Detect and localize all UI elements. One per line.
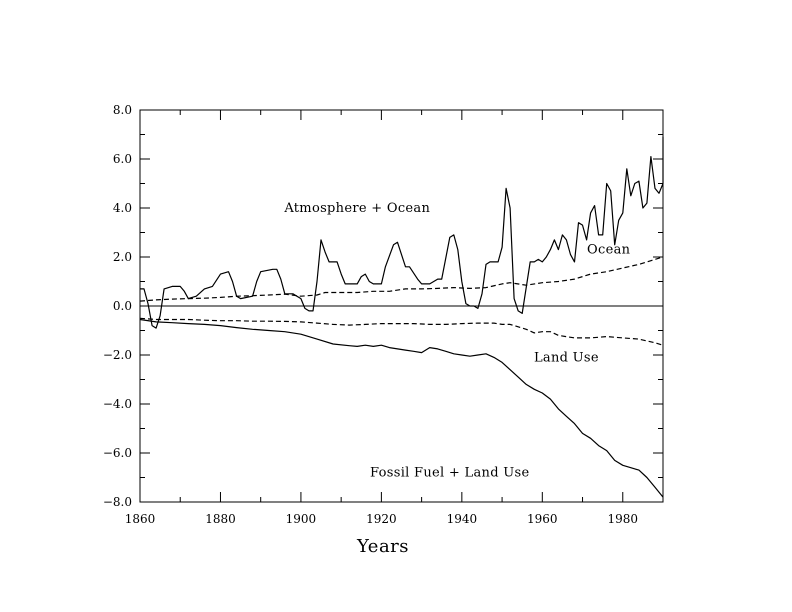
land-use-line [139, 317, 664, 346]
annotation-1: Ocean [587, 243, 631, 258]
y-tick-label: 4.0 [113, 201, 132, 215]
x-tick-label: 1920 [366, 512, 397, 526]
fossil-fuel-land-use-line [139, 318, 664, 498]
y-tick-label: −4.0 [103, 397, 132, 411]
annotation-3: Fossil Fuel + Land Use [370, 466, 529, 481]
y-tick-label: −6.0 [103, 446, 132, 460]
axes: 1860 1880 1900 1920 1940 1960 1980 −8.0 −6.0 −4.0… [103, 103, 664, 526]
y-tick-label: 2.0 [113, 250, 132, 264]
y-tick-label: −2.0 [103, 348, 132, 362]
x-tick-label: 1980 [607, 512, 638, 526]
x-tick-label: 1960 [527, 512, 558, 526]
x-axis-label: Years [356, 536, 409, 557]
plot-marks [139, 136, 664, 498]
y-tick-label: −8.0 [103, 495, 132, 509]
y-tick-label: 8.0 [113, 103, 132, 117]
annotation-0: Atmosphere + Ocean [283, 201, 430, 216]
x-tick-label: 1900 [286, 512, 317, 526]
chart-labels: Years [356, 536, 409, 557]
x-tick-label: 1860 [125, 512, 156, 526]
y-tick-label: 0.0 [113, 299, 132, 313]
ocean-line [139, 256, 664, 302]
x-tick-label: 1880 [205, 512, 236, 526]
atmosphere-ocean-line [140, 136, 664, 329]
annotation-2: Land Use [534, 350, 599, 365]
y-tick-label: 6.0 [113, 152, 132, 166]
x-tick-label: 1940 [447, 512, 478, 526]
